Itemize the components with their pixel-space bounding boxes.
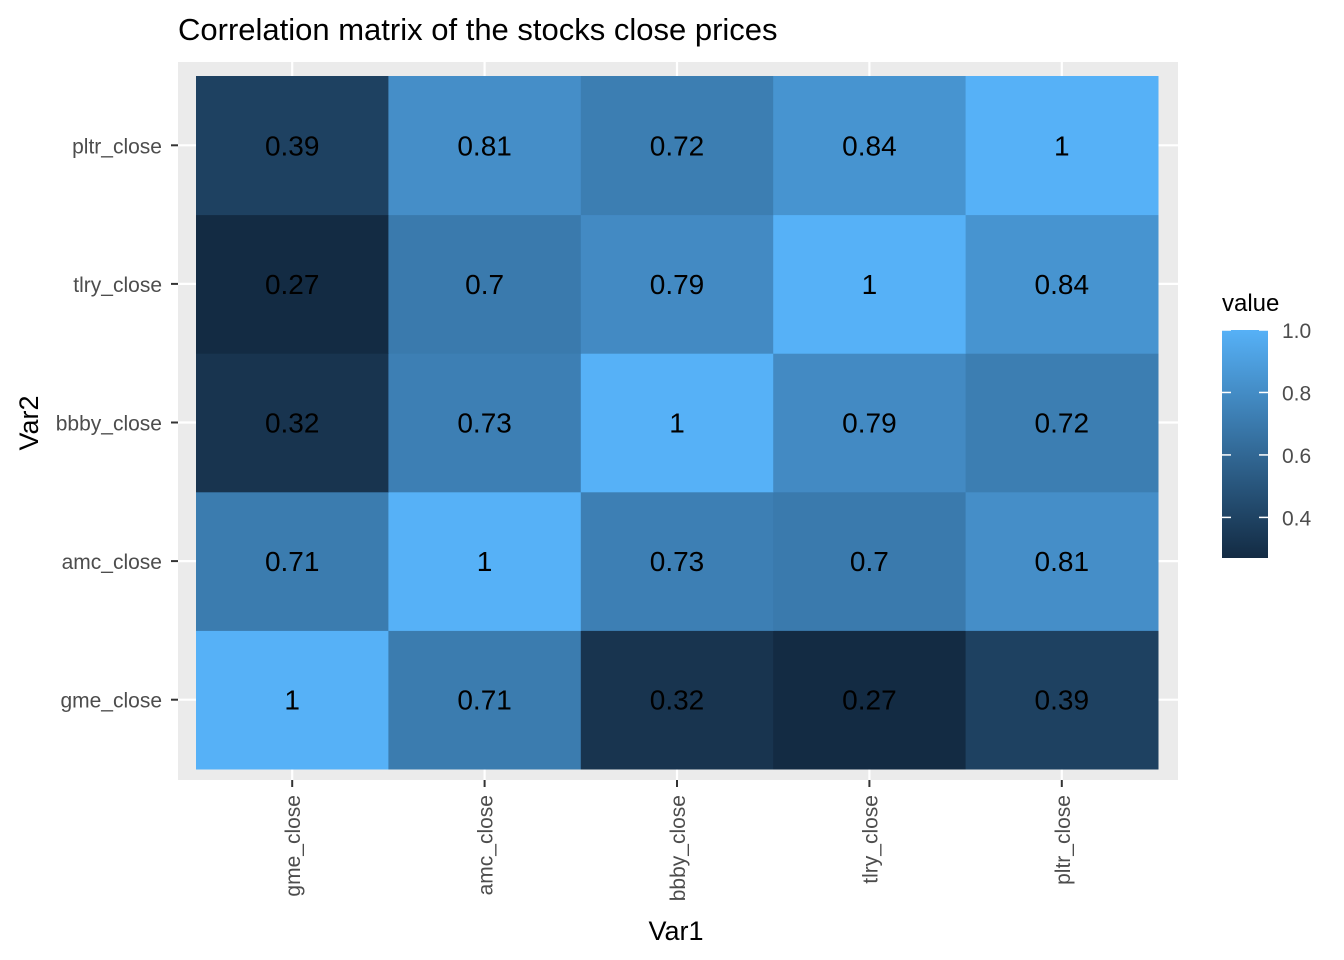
heatmap-cells <box>196 76 1159 770</box>
y-tick-label: tlry_close <box>73 274 162 297</box>
heatmap-cell <box>580 214 774 354</box>
cell-value-label: 0.73 <box>650 546 705 577</box>
heatmap-cell <box>773 214 967 354</box>
heatmap-cell <box>196 76 389 216</box>
heatmap-cell <box>388 214 582 354</box>
cell-value-label: 0.79 <box>842 408 897 439</box>
heatmap-cell <box>965 214 1159 354</box>
cell-value-label: 1 <box>1054 130 1070 161</box>
cell-value-label: 0.73 <box>457 408 512 439</box>
heatmap-cell <box>965 491 1159 631</box>
x-axis: gme_close amc_close bbby_close tlry_close pl… <box>282 780 1075 901</box>
heatmap-cell <box>388 76 582 216</box>
heatmap-cell <box>773 76 967 216</box>
heatmap-cell <box>580 76 774 216</box>
heatmap-cell <box>196 491 389 631</box>
legend-title: value <box>1222 290 1279 317</box>
cell-value-label: 0.84 <box>842 130 897 161</box>
heatmap-cell <box>773 491 967 631</box>
heatmap-cell <box>965 353 1159 493</box>
heatmap-cell <box>580 491 774 631</box>
y-tick-label: bbby_close <box>56 413 162 436</box>
x-tick-label: tlry_close <box>859 795 882 884</box>
legend-break-label: 1.0 <box>1282 320 1311 343</box>
x-tick-label: bbby_close <box>667 795 690 901</box>
cell-value-label: 0.7 <box>850 546 889 577</box>
cell-value-label: 0.32 <box>650 685 705 716</box>
y-axis-title: Var2 <box>14 395 44 450</box>
cell-value-label: 0.27 <box>265 269 320 300</box>
cell-value-label: 0.39 <box>1035 685 1090 716</box>
heatmap-cell <box>388 491 582 631</box>
heatmap-cell <box>773 630 967 770</box>
cell-value-label: 1 <box>669 408 685 439</box>
cell-value-label: 0.81 <box>1035 546 1090 577</box>
cell-value-label: 0.79 <box>650 269 705 300</box>
y-tick-label: gme_close <box>60 690 162 713</box>
heatmap-cell <box>196 214 389 354</box>
heatmap-cell <box>965 630 1159 770</box>
cell-value-label: 0.32 <box>265 408 320 439</box>
y-tick-label: pltr_close <box>72 135 162 158</box>
cell-value-label: 0.7 <box>465 269 504 300</box>
x-axis-title: Var1 <box>648 916 703 946</box>
cell-value-label: 0.81 <box>457 130 512 161</box>
cell-value-label: 0.71 <box>265 546 320 577</box>
heatmap-cell <box>580 630 774 770</box>
cell-value-label: 1 <box>284 685 300 716</box>
legend-break-label: 0.4 <box>1282 507 1312 530</box>
cell-value-label: 0.84 <box>1035 269 1090 300</box>
cell-value-label: 0.72 <box>650 130 705 161</box>
heatmap-cell <box>196 353 389 493</box>
color-legend: value 1.0 0.8 0.6 0.4 <box>1222 290 1312 558</box>
heatmap-cell <box>965 76 1159 216</box>
heatmap-cell <box>773 353 967 493</box>
heatmap-cell <box>388 630 582 770</box>
x-tick-label: amc_close <box>475 795 498 895</box>
y-axis: gme_close amc_close bbby_close tlry_close pl… <box>56 135 178 713</box>
y-tick-label: amc_close <box>62 551 162 574</box>
legend-break-label: 0.8 <box>1282 382 1311 405</box>
cell-value-label: 0.72 <box>1035 408 1090 439</box>
legend-break-label: 0.6 <box>1282 445 1311 468</box>
legend-ticks: 1.0 0.8 0.6 0.4 <box>1222 320 1312 530</box>
x-tick-label: gme_close <box>282 795 305 897</box>
heatmap-cell <box>196 630 389 770</box>
chart-title: Correlation matrix of the stocks close p… <box>178 12 778 47</box>
heatmap-cell <box>388 353 582 493</box>
heatmap-cell <box>580 353 774 493</box>
legend-colorbar <box>1222 330 1268 558</box>
cell-value-label: 1 <box>862 269 878 300</box>
cell-value-label: 1 <box>477 546 493 577</box>
heatmap-cell-labels: 1 0.71 0.32 0.27 0.390.71 1 0.73 0.7 0.810.32 0.7… <box>265 130 1089 715</box>
cell-value-label: 0.39 <box>265 130 320 161</box>
x-tick-label: pltr_close <box>1052 795 1075 885</box>
cell-value-label: 0.27 <box>842 685 897 716</box>
cell-value-label: 0.71 <box>457 685 512 716</box>
